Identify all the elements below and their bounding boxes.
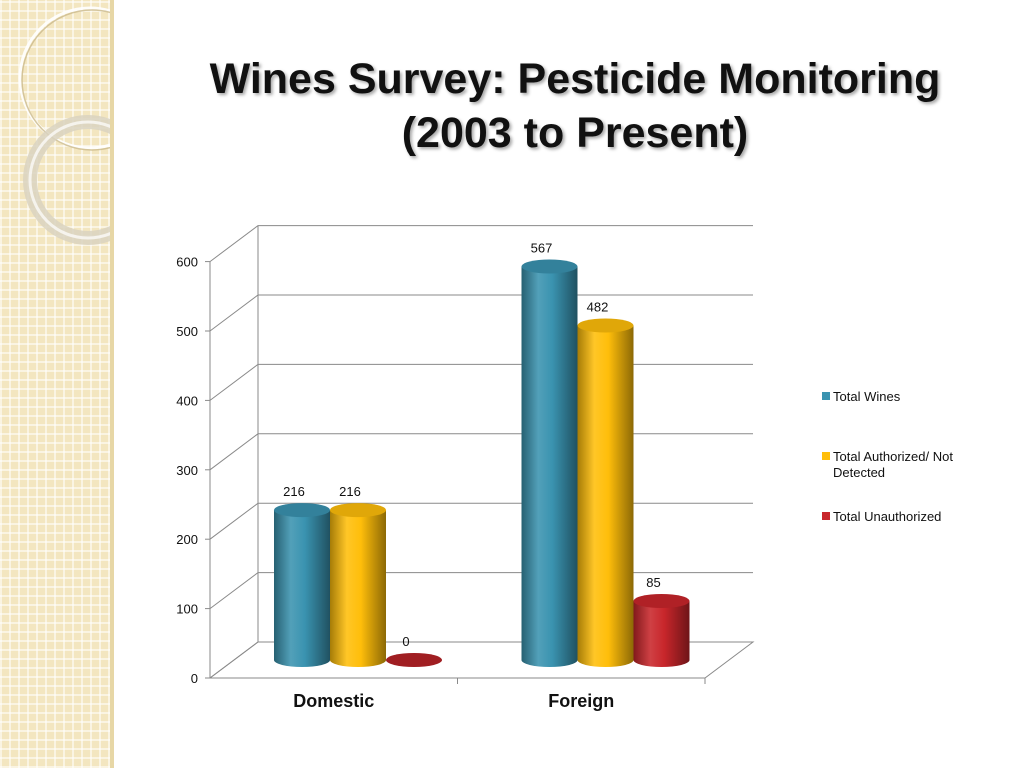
y-tick-label: 500 <box>176 324 198 339</box>
data-label: 482 <box>587 299 609 314</box>
bar-total-authorized-not-detected-domestic <box>330 503 386 667</box>
legend-swatch <box>822 392 830 400</box>
cylinder-body <box>521 266 578 668</box>
y-tick-label: 200 <box>176 532 198 547</box>
cylinder-top <box>330 503 386 518</box>
legend-label: Total Authorized/ Not Detected <box>833 449 953 480</box>
chart-legend: Total Wines Total Authorized/ Not Detected… <box>822 389 953 524</box>
legend-label: Total Wines <box>833 389 901 404</box>
cylinder-top <box>386 653 442 667</box>
legend-label-line: Detected <box>833 465 885 480</box>
gridline <box>209 433 753 471</box>
legend-label: Total Unauthorized <box>833 509 941 524</box>
legend-item: Total Authorized/ Not Detected <box>822 449 953 480</box>
data-label: 85 <box>646 575 660 590</box>
cylinder-body <box>330 510 386 667</box>
y-tick-label: 400 <box>176 393 198 408</box>
gridline <box>209 225 753 263</box>
slide-title: Wines Survey: Pesticide Monitoring (2003… <box>150 52 1000 160</box>
decorative-rings <box>18 6 110 245</box>
gridline <box>209 363 753 401</box>
y-tick-label: 0 <box>191 671 198 686</box>
data-labels: 216 216 0 567 482 85 <box>283 241 661 649</box>
slide-title-line-1: Wines Survey: Pesticide Monitoring <box>209 55 941 103</box>
bar-total-wines-domestic <box>274 503 330 667</box>
cylinder-body <box>274 510 330 667</box>
cylinder-body <box>577 325 634 668</box>
data-label: 0 <box>402 634 409 649</box>
legend-item: Total Wines <box>822 389 901 404</box>
legend-swatch <box>822 452 830 460</box>
category-label-domestic: Domestic <box>293 691 374 711</box>
y-tick-label: 100 <box>176 602 198 617</box>
cylinder-top <box>633 594 690 609</box>
legend-swatch <box>822 512 830 520</box>
chart-bars <box>274 259 690 668</box>
bar-total-wines-foreign <box>521 259 578 668</box>
slide-title-line-2: (2003 to Present) <box>401 109 749 157</box>
y-tick-label: 300 <box>176 463 198 478</box>
y-tick-label: 600 <box>176 255 198 270</box>
cylinder-body <box>633 601 690 668</box>
bar-total-unauthorized-domestic <box>386 653 442 667</box>
bar-total-authorized-not-detected-foreign <box>577 318 634 668</box>
data-label: 567 <box>531 241 553 256</box>
gridline <box>209 294 753 332</box>
decorative-side-panel <box>0 0 114 768</box>
legend-label-line: Total Unauthorized <box>833 509 941 524</box>
category-label-foreign: Foreign <box>548 691 614 711</box>
y-axis-ticks: 0 100 200 300 400 500 600 <box>176 255 198 686</box>
bar-total-unauthorized-foreign <box>633 594 690 668</box>
cylinder-top <box>521 259 578 274</box>
legend-label-line: Total Authorized/ Not <box>833 449 953 464</box>
data-label: 216 <box>283 484 305 499</box>
legend-item: Total Unauthorized <box>822 509 941 524</box>
cylinder-top <box>577 318 634 333</box>
legend-label-line: Total Wines <box>833 389 901 404</box>
category-labels: Domestic Foreign <box>293 691 614 711</box>
cylinder-top <box>274 503 330 518</box>
data-label: 216 <box>339 484 361 499</box>
